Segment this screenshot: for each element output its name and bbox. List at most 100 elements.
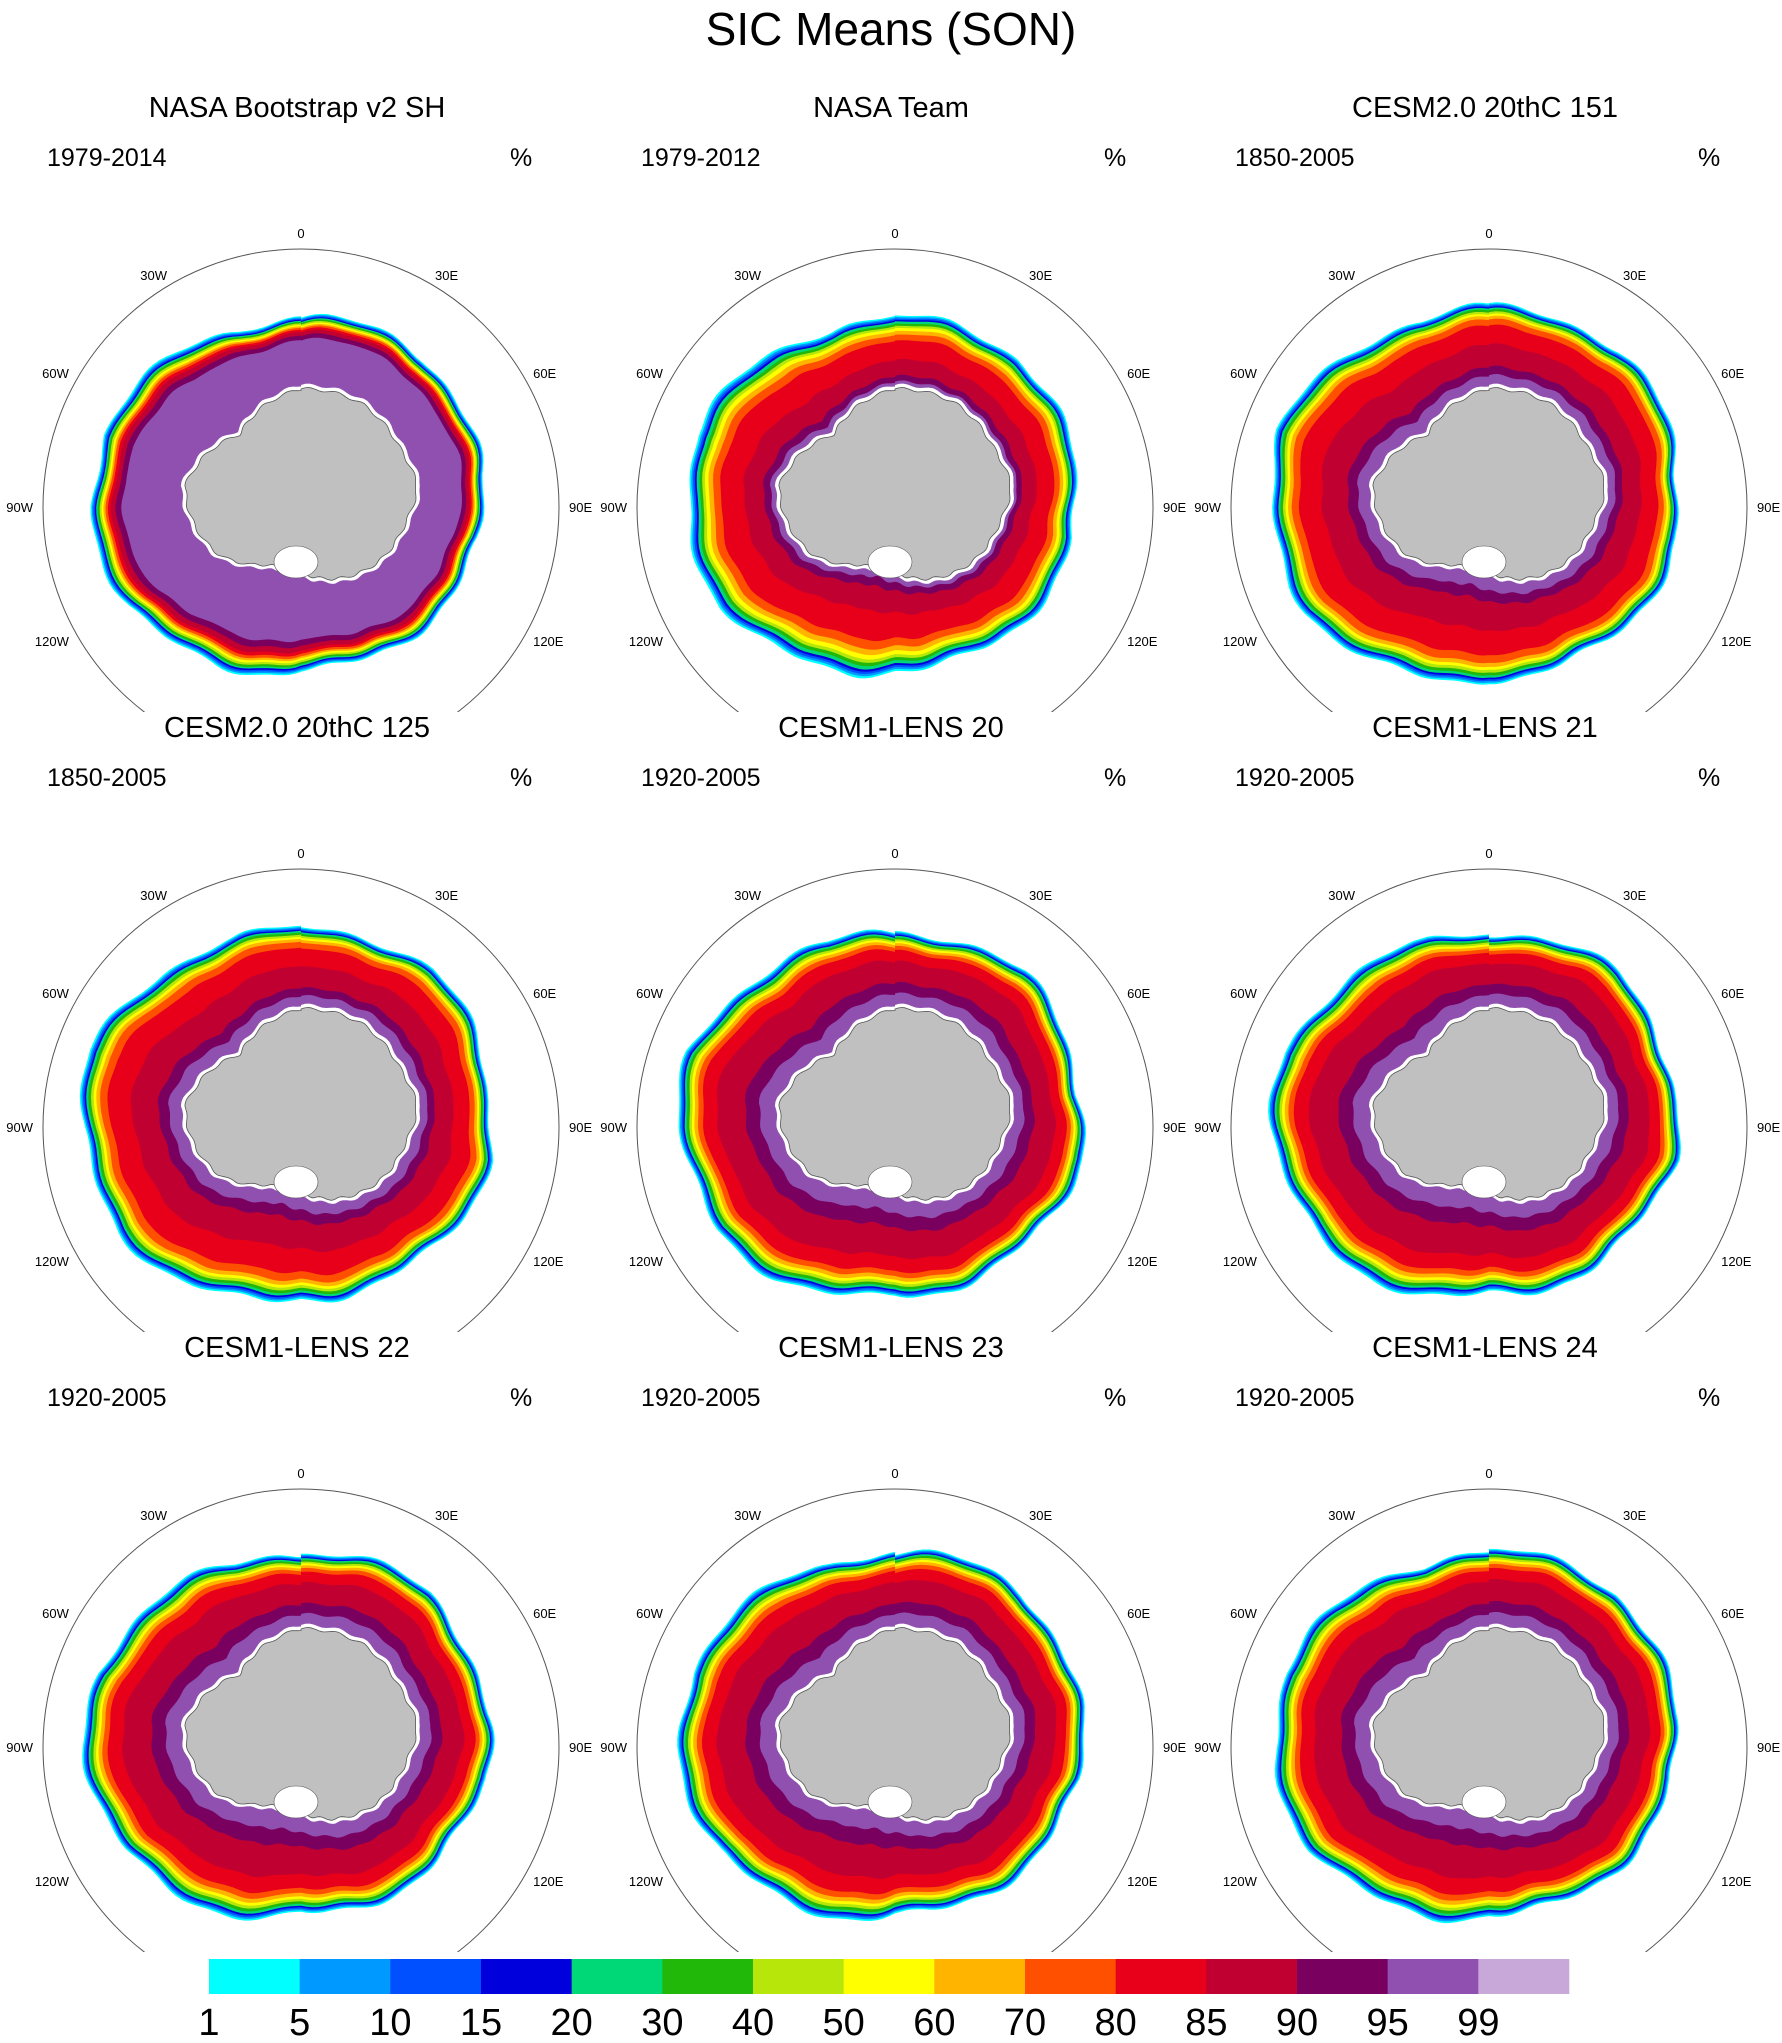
colorbar-label: 15: [460, 2002, 502, 2043]
longitude-label: 120E: [1127, 1874, 1158, 1889]
island-land: [1105, 327, 1113, 335]
south-america-land: [643, 249, 703, 283]
ice-shelf: [1461, 1165, 1507, 1199]
longitude-label: 90E: [1163, 1740, 1186, 1755]
longitude-label: 60E: [1721, 1606, 1744, 1621]
ice-shelf: [273, 1785, 319, 1819]
panel-years: 1920-2005: [641, 764, 761, 792]
longitude-label: 60E: [1127, 986, 1150, 1001]
longitude-label: 90W: [1194, 1740, 1221, 1755]
longitude-label: 90W: [1194, 500, 1221, 515]
panel-title: NASA Team: [813, 92, 969, 124]
south-america-land: [643, 869, 703, 903]
longitude-label: 0: [891, 1466, 898, 1481]
longitude-label: 0: [1485, 1466, 1492, 1481]
longitude-label: 90W: [600, 1740, 627, 1755]
panel-years: 1920-2005: [47, 1384, 167, 1412]
map-panel: 030E60E90E120E150E180150W120W90W60W30WCE…: [0, 712, 594, 1332]
longitude-label: 0: [891, 226, 898, 241]
longitude-label: 60E: [533, 986, 556, 1001]
longitude-label: 120E: [533, 634, 564, 649]
colorbar-label: 40: [732, 2002, 774, 2043]
colorbar-label: 30: [641, 2002, 683, 2043]
longitude-label: 0: [297, 1466, 304, 1481]
map-border: [1230, 1488, 1748, 1952]
colorbar-label: 60: [913, 2002, 955, 2043]
longitude-label: 90W: [600, 500, 627, 515]
longitude-label: 120W: [1223, 634, 1258, 649]
colorbar-swatch: [481, 1959, 572, 1994]
longitude-label: 90E: [1757, 1120, 1780, 1135]
colorbar-swatch: [1115, 1959, 1207, 1994]
longitude-label: 120E: [1127, 634, 1158, 649]
longitude-label: 60E: [1127, 366, 1150, 381]
south-america-land: [1237, 249, 1297, 283]
colorbar-swatch: [1297, 1959, 1388, 1994]
longitude-label: 120E: [533, 1874, 564, 1889]
map-panel: 030E60E90E120E150E180150W120W90W60W30WCE…: [594, 712, 1188, 1332]
island-land: [1699, 327, 1707, 335]
longitude-label: 120E: [1721, 1254, 1752, 1269]
island-land: [511, 327, 519, 335]
panel-title: CESM1-LENS 24: [1372, 1332, 1598, 1364]
longitude-label: 30W: [734, 268, 761, 283]
longitude-label: 120W: [35, 1874, 70, 1889]
panel-title: CESM1-LENS 23: [778, 1332, 1004, 1364]
polar-map: 030E60E90E120E150E180150W120W90W60W30W: [600, 1466, 1186, 1952]
panel-years: 1850-2005: [1235, 144, 1355, 172]
longitude-label: 30E: [435, 888, 458, 903]
panel-title: CESM2.0 20thC 125: [164, 712, 430, 744]
panel-years: 1979-2014: [47, 144, 167, 172]
panel-years: 1920-2005: [1235, 1384, 1355, 1412]
island-land: [1105, 947, 1113, 955]
colorbar-swatch: [390, 1959, 482, 1994]
island-land: [1105, 1567, 1113, 1575]
south-america-land: [49, 1489, 109, 1523]
colorbar-swatch: [299, 1959, 391, 1994]
longitude-label: 120W: [629, 1254, 664, 1269]
longitude-label: 60W: [42, 1606, 69, 1621]
colorbar-label: 20: [551, 2002, 593, 2043]
longitude-label: 60E: [1721, 366, 1744, 381]
ice-shelf: [273, 545, 319, 579]
longitude-label: 120W: [1223, 1874, 1258, 1889]
longitude-label: 90E: [1757, 500, 1780, 515]
longitude-label: 30E: [1623, 268, 1646, 283]
longitude-label: 120E: [1721, 634, 1752, 649]
colorbar-swatch: [1025, 1959, 1116, 1994]
colorbar-label: 85: [1185, 2002, 1227, 2043]
colorbar-swatch: [1206, 1959, 1298, 1994]
map-panel: 030E60E90E120E150E180150W120W90W60W30WCE…: [1188, 712, 1782, 1332]
island-land: [1699, 947, 1707, 955]
south-america-land: [49, 249, 109, 283]
longitude-label: 60W: [636, 366, 663, 381]
longitude-label: 0: [1485, 226, 1492, 241]
longitude-label: 60E: [1127, 1606, 1150, 1621]
longitude-label: 0: [891, 846, 898, 861]
longitude-label: 60W: [1230, 1606, 1257, 1621]
colorbar-label: 10: [369, 2002, 411, 2043]
longitude-label: 60W: [42, 366, 69, 381]
colorbar-swatch: [753, 1959, 844, 1994]
panel-title: CESM2.0 20thC 151: [1352, 92, 1618, 124]
longitude-label: 120E: [1127, 1254, 1158, 1269]
map-border: [636, 248, 1154, 712]
panel-years: 1920-2005: [641, 1384, 761, 1412]
panel-title: NASA Bootstrap v2 SH: [148, 92, 446, 124]
longitude-label: 90E: [569, 500, 592, 515]
ice-shelf: [867, 1785, 913, 1819]
longitude-label: 60E: [533, 366, 556, 381]
panel-units: %: [1104, 144, 1127, 172]
longitude-label: 30E: [1623, 888, 1646, 903]
colorbar-label: 95: [1367, 2002, 1409, 2043]
longitude-label: 90W: [1194, 1120, 1221, 1135]
longitude-label: 90W: [6, 1120, 33, 1135]
south-america-land: [643, 1489, 703, 1523]
longitude-label: 30W: [1328, 888, 1355, 903]
polar-map: 030E60E90E120E150E180150W120W90W60W30W: [6, 846, 592, 1332]
colorbar-swatch: [843, 1959, 935, 1994]
panel-units: %: [1698, 764, 1721, 792]
map-border: [42, 868, 560, 1332]
longitude-label: 90E: [1757, 1740, 1780, 1755]
